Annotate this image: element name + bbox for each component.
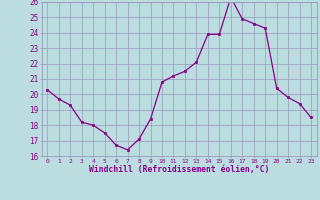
X-axis label: Windchill (Refroidissement éolien,°C): Windchill (Refroidissement éolien,°C) xyxy=(89,165,269,174)
